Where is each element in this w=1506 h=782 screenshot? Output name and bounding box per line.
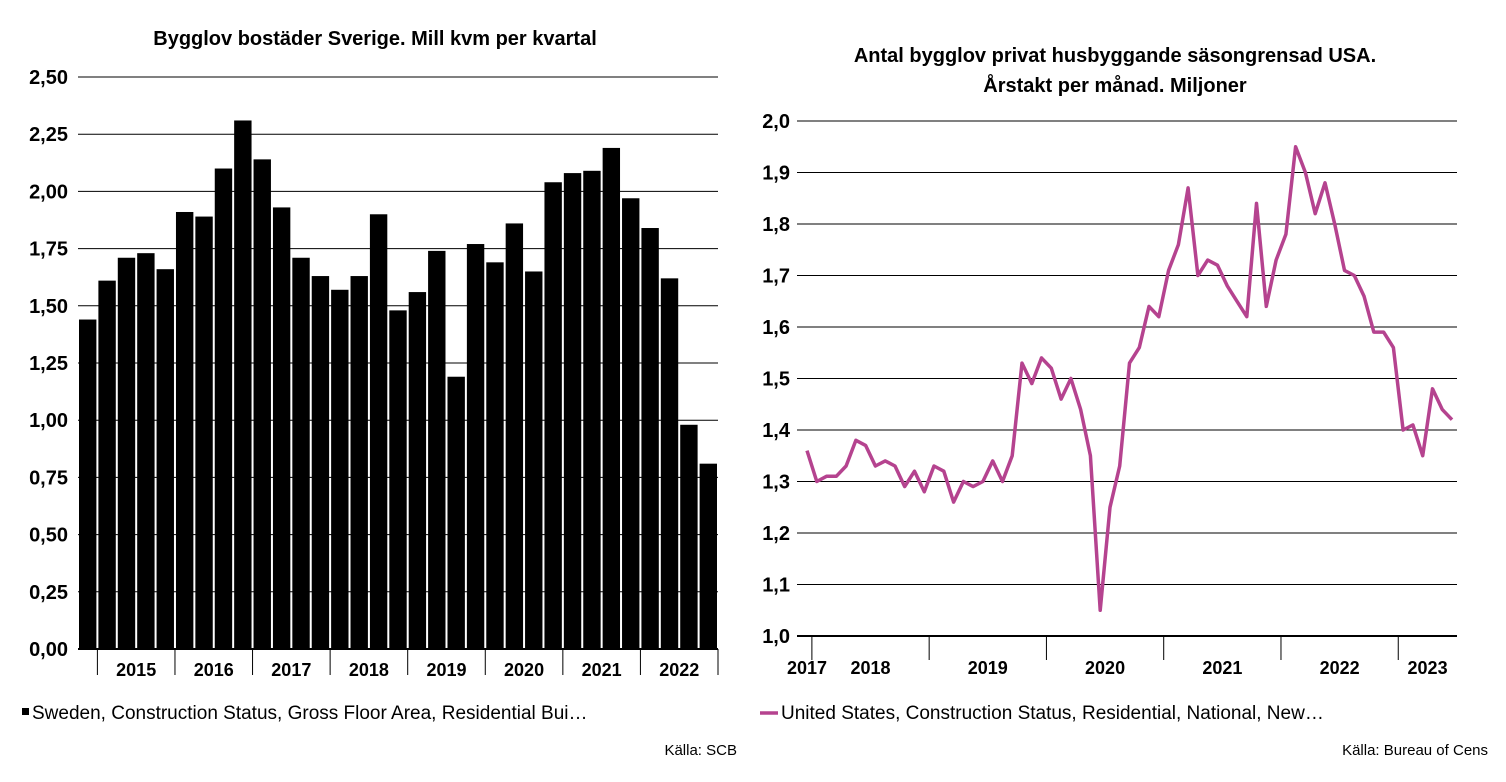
right-x-tick-label: 2020	[1085, 658, 1125, 678]
left-bar	[234, 120, 252, 650]
right-y-tick-label: 1,2	[762, 523, 790, 545]
left-x-tick-labels: 2015 2016 2017 2018 2019 2020 2021 2022	[116, 660, 699, 680]
left-bar	[408, 292, 427, 649]
left-bar	[544, 182, 562, 650]
right-y-tick-labels: 1,0 1,1 1,2 1,3 1,4 1,5 1,6 1,7 1,8 1,9 2,0	[762, 111, 791, 648]
left-legend-swatch	[22, 708, 29, 715]
left-bar	[699, 463, 717, 649]
right-y-tick-label: 1,1	[762, 575, 790, 597]
left-y-tick-label: 2,50	[29, 67, 68, 89]
left-bar	[583, 170, 601, 650]
left-bar	[79, 319, 97, 649]
left-y-tick-label: 2,00	[29, 181, 68, 203]
left-bar	[117, 257, 136, 649]
left-bar	[641, 228, 659, 649]
left-bar	[292, 257, 310, 649]
left-source: Källa: SCB	[664, 742, 737, 759]
left-x-tick-label: 2019	[426, 660, 466, 680]
right-gridlines	[797, 120, 1457, 637]
right-series-line	[805, 145, 1454, 613]
left-bar	[195, 216, 213, 649]
left-bar	[331, 289, 349, 649]
left-x-tick-label: 2022	[659, 660, 699, 680]
right-y-tick-label: 1,6	[762, 317, 790, 339]
left-bar	[447, 376, 465, 649]
left-bar	[214, 168, 233, 649]
left-bar	[389, 310, 407, 649]
left-x-tick-label: 2016	[194, 660, 234, 680]
left-bar	[369, 214, 388, 649]
left-bar	[137, 253, 155, 649]
left-y-tick-label: 1,25	[29, 353, 68, 375]
left-y-tick-label: 2,25	[29, 124, 68, 146]
left-legend-label: Sweden, Construction Status, Gross Floor…	[32, 703, 587, 724]
left-bar	[486, 262, 504, 649]
left-bar	[505, 223, 524, 649]
right-x-tick-label: 2023	[1408, 658, 1448, 678]
left-bar	[680, 424, 698, 649]
left-bar	[428, 250, 446, 649]
right-x-tick-label: 2021	[1202, 658, 1242, 678]
left-bar	[350, 276, 368, 649]
right-x-tick-label: 2022	[1320, 658, 1360, 678]
left-y-tick-label: 0,75	[29, 467, 68, 489]
right-legend-label: United States, Construction Status, Resi…	[781, 703, 1324, 724]
right-x-tick-label: 2019	[968, 658, 1008, 678]
right-x-tick-label: 2017	[787, 658, 827, 678]
right-x-tick-labels: 2017 2018 2019 2020 2021 2022 2023	[787, 658, 1448, 678]
left-x-tick-label: 2020	[504, 660, 544, 680]
left-x-tick-label: 2015	[116, 660, 156, 680]
right-y-tick-label: 1,7	[762, 266, 790, 288]
left-bar	[272, 207, 291, 649]
left-bar	[622, 198, 640, 650]
left-y-tick-label: 0,00	[29, 639, 68, 661]
left-y-tick-label: 0,50	[29, 525, 68, 547]
left-y-tick-label: 0,25	[29, 582, 68, 604]
right-y-tick-label: 1,4	[762, 420, 791, 442]
left-bar	[311, 276, 330, 649]
right-y-tick-label: 1,5	[762, 369, 790, 391]
left-bar	[98, 280, 116, 649]
left-bar	[563, 173, 582, 649]
usa-line-chart: Antal bygglov privat husbyggande säsongr…	[760, 45, 1488, 759]
right-chart-title-line-2: Årstakt per månad. Miljoner	[983, 73, 1247, 97]
right-x-tick-label: 2018	[850, 658, 890, 678]
sweden-bar-chart: Bygglov bostäder Sverige. Mill kvm per k…	[22, 28, 737, 759]
left-bar	[660, 278, 679, 649]
right-source: Källa: Bureau of Cens	[1342, 742, 1488, 759]
left-x-tick-label: 2018	[349, 660, 389, 680]
left-y-tick-labels: 0,00 0,25 0,50 0,75 1,00 1,25 1,50 1,75 2,00 2,25…	[29, 67, 68, 661]
right-y-tick-label: 2,0	[762, 111, 790, 133]
left-chart-title: Bygglov bostäder Sverige. Mill kvm per k…	[153, 28, 597, 50]
left-y-tick-label: 1,75	[29, 239, 68, 261]
left-y-tick-label: 1,00	[29, 410, 68, 432]
left-x-tick-label: 2017	[271, 660, 311, 680]
right-y-tick-label: 1,9	[762, 163, 790, 185]
left-bar	[175, 211, 194, 649]
left-x-tick-label: 2021	[582, 660, 622, 680]
right-y-tick-label: 1,0	[762, 626, 790, 648]
right-x-axis	[797, 635, 1457, 660]
left-bar	[525, 271, 543, 649]
left-y-tick-label: 1,50	[29, 296, 68, 318]
right-chart-title-line-1: Antal bygglov privat husbyggande säsongr…	[854, 45, 1376, 67]
left-bar	[253, 159, 271, 650]
left-bar	[156, 269, 174, 649]
left-bar	[466, 244, 485, 650]
right-y-tick-label: 1,8	[762, 214, 790, 236]
right-y-tick-label: 1,3	[762, 472, 790, 494]
left-x-axis	[78, 648, 719, 675]
left-bars	[79, 120, 717, 650]
left-bar	[602, 147, 621, 650]
